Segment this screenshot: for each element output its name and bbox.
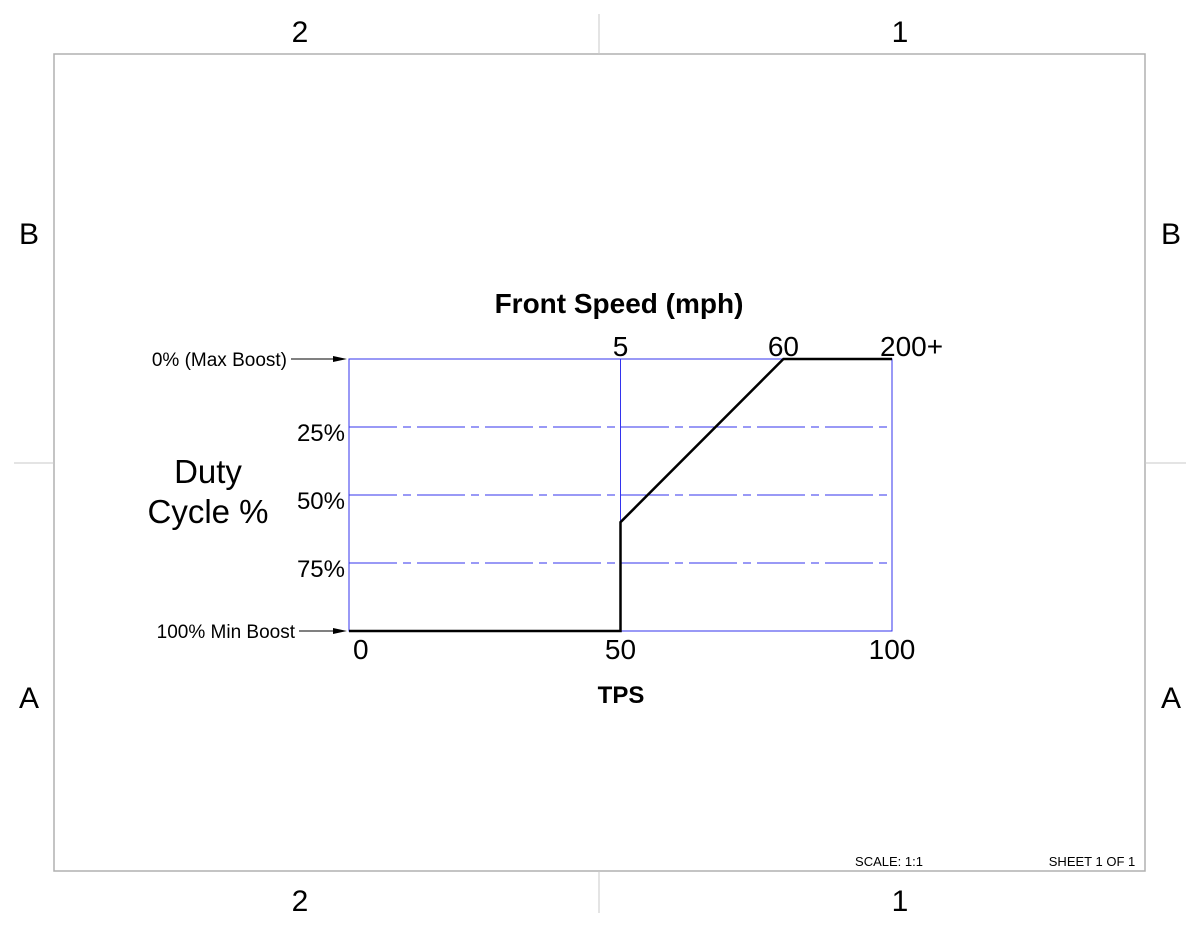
top-tick-label-0: 5 xyxy=(613,331,629,362)
zone-label-bottom-left: 2 xyxy=(292,885,309,918)
top-tick-label-1: 60 xyxy=(768,331,799,362)
scale-label: SCALE: 1:1 xyxy=(855,854,923,869)
zone-label-bottom-right: 1 xyxy=(892,885,909,918)
y-axis-label-line2: Cycle % xyxy=(147,493,268,530)
series-layer xyxy=(348,357,893,633)
x-tick-label-1: 50 xyxy=(605,634,636,665)
zone-label-top-right: 1 xyxy=(892,16,909,49)
zone-label-top-left: 2 xyxy=(292,16,309,49)
y-tick-label-4: 100% Min Boost xyxy=(157,622,296,643)
zone-label-left-lower: A xyxy=(19,682,39,715)
y-axis-label-line1: Duty xyxy=(174,453,242,490)
duty-cycle-chart: 0 50 100 5 60 200+ 0% (Max Boost) 25% 50% 75% 100%… xyxy=(147,288,943,709)
tick-layer: 0 50 100 5 60 200+ 0% (Max Boost) 25% 50% 75% 100%… xyxy=(152,331,943,665)
y-tick-label-2: 50% xyxy=(297,488,345,515)
zone-label-right-lower: A xyxy=(1161,682,1181,715)
y-tick-label-3: 75% xyxy=(297,556,345,583)
x-axis-label: TPS xyxy=(598,682,645,709)
zone-label-right-upper: B xyxy=(1161,218,1181,251)
y-tick-label-0: 0% (Max Boost) xyxy=(152,350,287,371)
zone-label-left-upper: B xyxy=(19,218,39,251)
top-tick-label-2: 200+ xyxy=(880,331,943,362)
x-tick-label-0: 0 xyxy=(353,634,369,665)
y-tick-arrow-4 xyxy=(333,628,347,634)
y-tick-arrow-0 xyxy=(333,356,347,362)
y-tick-label-1: 25% xyxy=(297,420,345,447)
chart-title: Front Speed (mph) xyxy=(495,288,744,319)
x-tick-label-2: 100 xyxy=(869,634,916,665)
sheet-number-label: SHEET 1 OF 1 xyxy=(1049,854,1135,869)
